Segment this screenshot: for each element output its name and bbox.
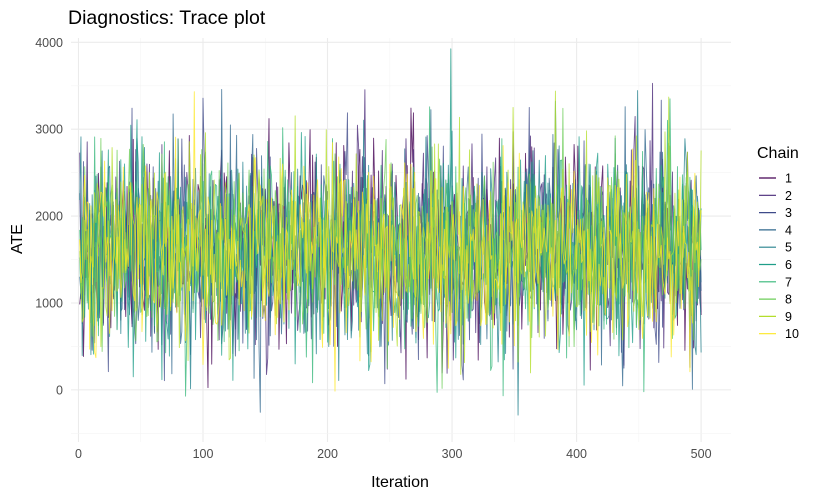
legend-label-chain-7: 7 — [785, 275, 792, 289]
legend-label-chain-6: 6 — [785, 258, 792, 272]
x-tick-label: 100 — [193, 447, 214, 461]
y-tick-label: 3000 — [35, 123, 63, 137]
legend-title: Chain — [757, 145, 799, 162]
legend: Chain 1 2 3 4 5 6 7 8 9 10 — [757, 145, 799, 341]
x-axis-title: Iteration — [371, 474, 429, 491]
x-tick-label: 300 — [442, 447, 463, 461]
plot-title: Diagnostics: Trace plot — [68, 7, 266, 29]
x-axis-ticks: 0 100 200 300 400 500 — [75, 447, 712, 461]
legend-label-chain-5: 5 — [785, 241, 792, 255]
series-lines — [79, 48, 702, 416]
legend-items: 1 2 3 4 5 6 7 8 9 10 — [759, 172, 799, 341]
legend-label-chain-8: 8 — [785, 293, 792, 307]
x-tick-label: 400 — [566, 447, 587, 461]
legend-label-chain-4: 4 — [785, 223, 792, 237]
y-tick-label: 2000 — [35, 210, 63, 224]
legend-label-chain-3: 3 — [785, 206, 792, 220]
y-tick-label: 4000 — [35, 36, 63, 50]
y-tick-label: 0 — [56, 383, 63, 397]
x-tick-label: 500 — [691, 447, 712, 461]
series-line-chain-10 — [79, 91, 702, 392]
y-axis-ticks: 0 1000 2000 3000 4000 — [35, 36, 63, 398]
legend-label-chain-2: 2 — [785, 189, 792, 203]
y-axis-title: ATE — [9, 224, 26, 254]
x-tick-label: 0 — [75, 447, 82, 461]
legend-label-chain-9: 9 — [785, 310, 792, 324]
x-tick-label: 200 — [317, 447, 338, 461]
legend-label-chain-10: 10 — [785, 327, 799, 341]
y-tick-label: 1000 — [35, 296, 63, 310]
legend-label-chain-1: 1 — [785, 172, 792, 186]
